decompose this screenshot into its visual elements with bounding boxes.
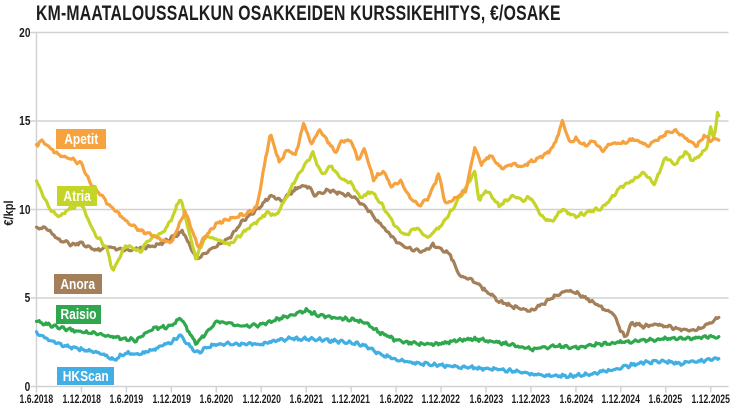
series-label-text: Atria (63, 187, 91, 205)
series-label-anora: Anora (54, 274, 102, 294)
x-tick-text: 1.12.2020 (242, 392, 281, 406)
y-tick-text: 20 (18, 24, 30, 40)
x-tick-text: 1.12.2023 (511, 392, 551, 406)
x-tick-text: 1.12.2021 (331, 392, 371, 406)
x-tick-text: 1.12.2018 (62, 392, 101, 406)
y-tick-text: 0 (24, 378, 30, 394)
x-tick-text: 1.6.2025 (648, 392, 683, 406)
apetit-line (34, 118, 721, 249)
y-tick-text: 5 (24, 290, 30, 305)
x-tick-text: 1.6.2018 (19, 392, 54, 406)
series-label-raisio: Raisio (56, 305, 101, 324)
series-label-apetit: Apetit (56, 129, 106, 149)
y-tick-text: 15 (18, 113, 30, 128)
y-tick-text: 10 (18, 201, 30, 217)
x-tick-text: 1.12.2024 (601, 392, 641, 406)
y-tick-label: 0 (0, 379, 30, 395)
x-tick-text: 1.6.2021 (289, 392, 324, 406)
x-tick-text: 1.6.2022 (379, 392, 413, 406)
atria-line (34, 110, 721, 272)
x-tick-text: 1.12.2025 (691, 392, 730, 406)
hkscan-line (34, 330, 721, 380)
x-tick-text: 1.6.2020 (199, 392, 234, 406)
y-tick-label: 15 (0, 113, 30, 129)
series-label-atria: Atria (57, 186, 97, 206)
raisio-line (34, 307, 721, 353)
series-label-text: Anora (60, 275, 96, 293)
x-tick-text: 1.6.2019 (109, 392, 144, 406)
x-tick-text: 1.12.2019 (152, 392, 191, 406)
y-tick-label: 10 (0, 202, 30, 218)
series-label-text: Apetit (64, 130, 98, 148)
y-tick-label: 5 (0, 290, 30, 306)
anora-line (34, 184, 721, 339)
x-tick-text: 1.12.2022 (421, 392, 461, 406)
series-label-text: Raisio (60, 306, 97, 323)
x-tick-text: 1.6.2023 (469, 392, 503, 406)
y-tick-label: 20 (0, 25, 30, 41)
x-tick-text: 1.6.2024 (559, 392, 593, 406)
chart-title: KM-MAATALOUSSALKUN OSAKKEIDEN KURSSIKEHI… (36, 2, 561, 25)
series-label-text: HKScan (62, 367, 109, 385)
series-label-hkscan: HKScan (57, 367, 114, 385)
